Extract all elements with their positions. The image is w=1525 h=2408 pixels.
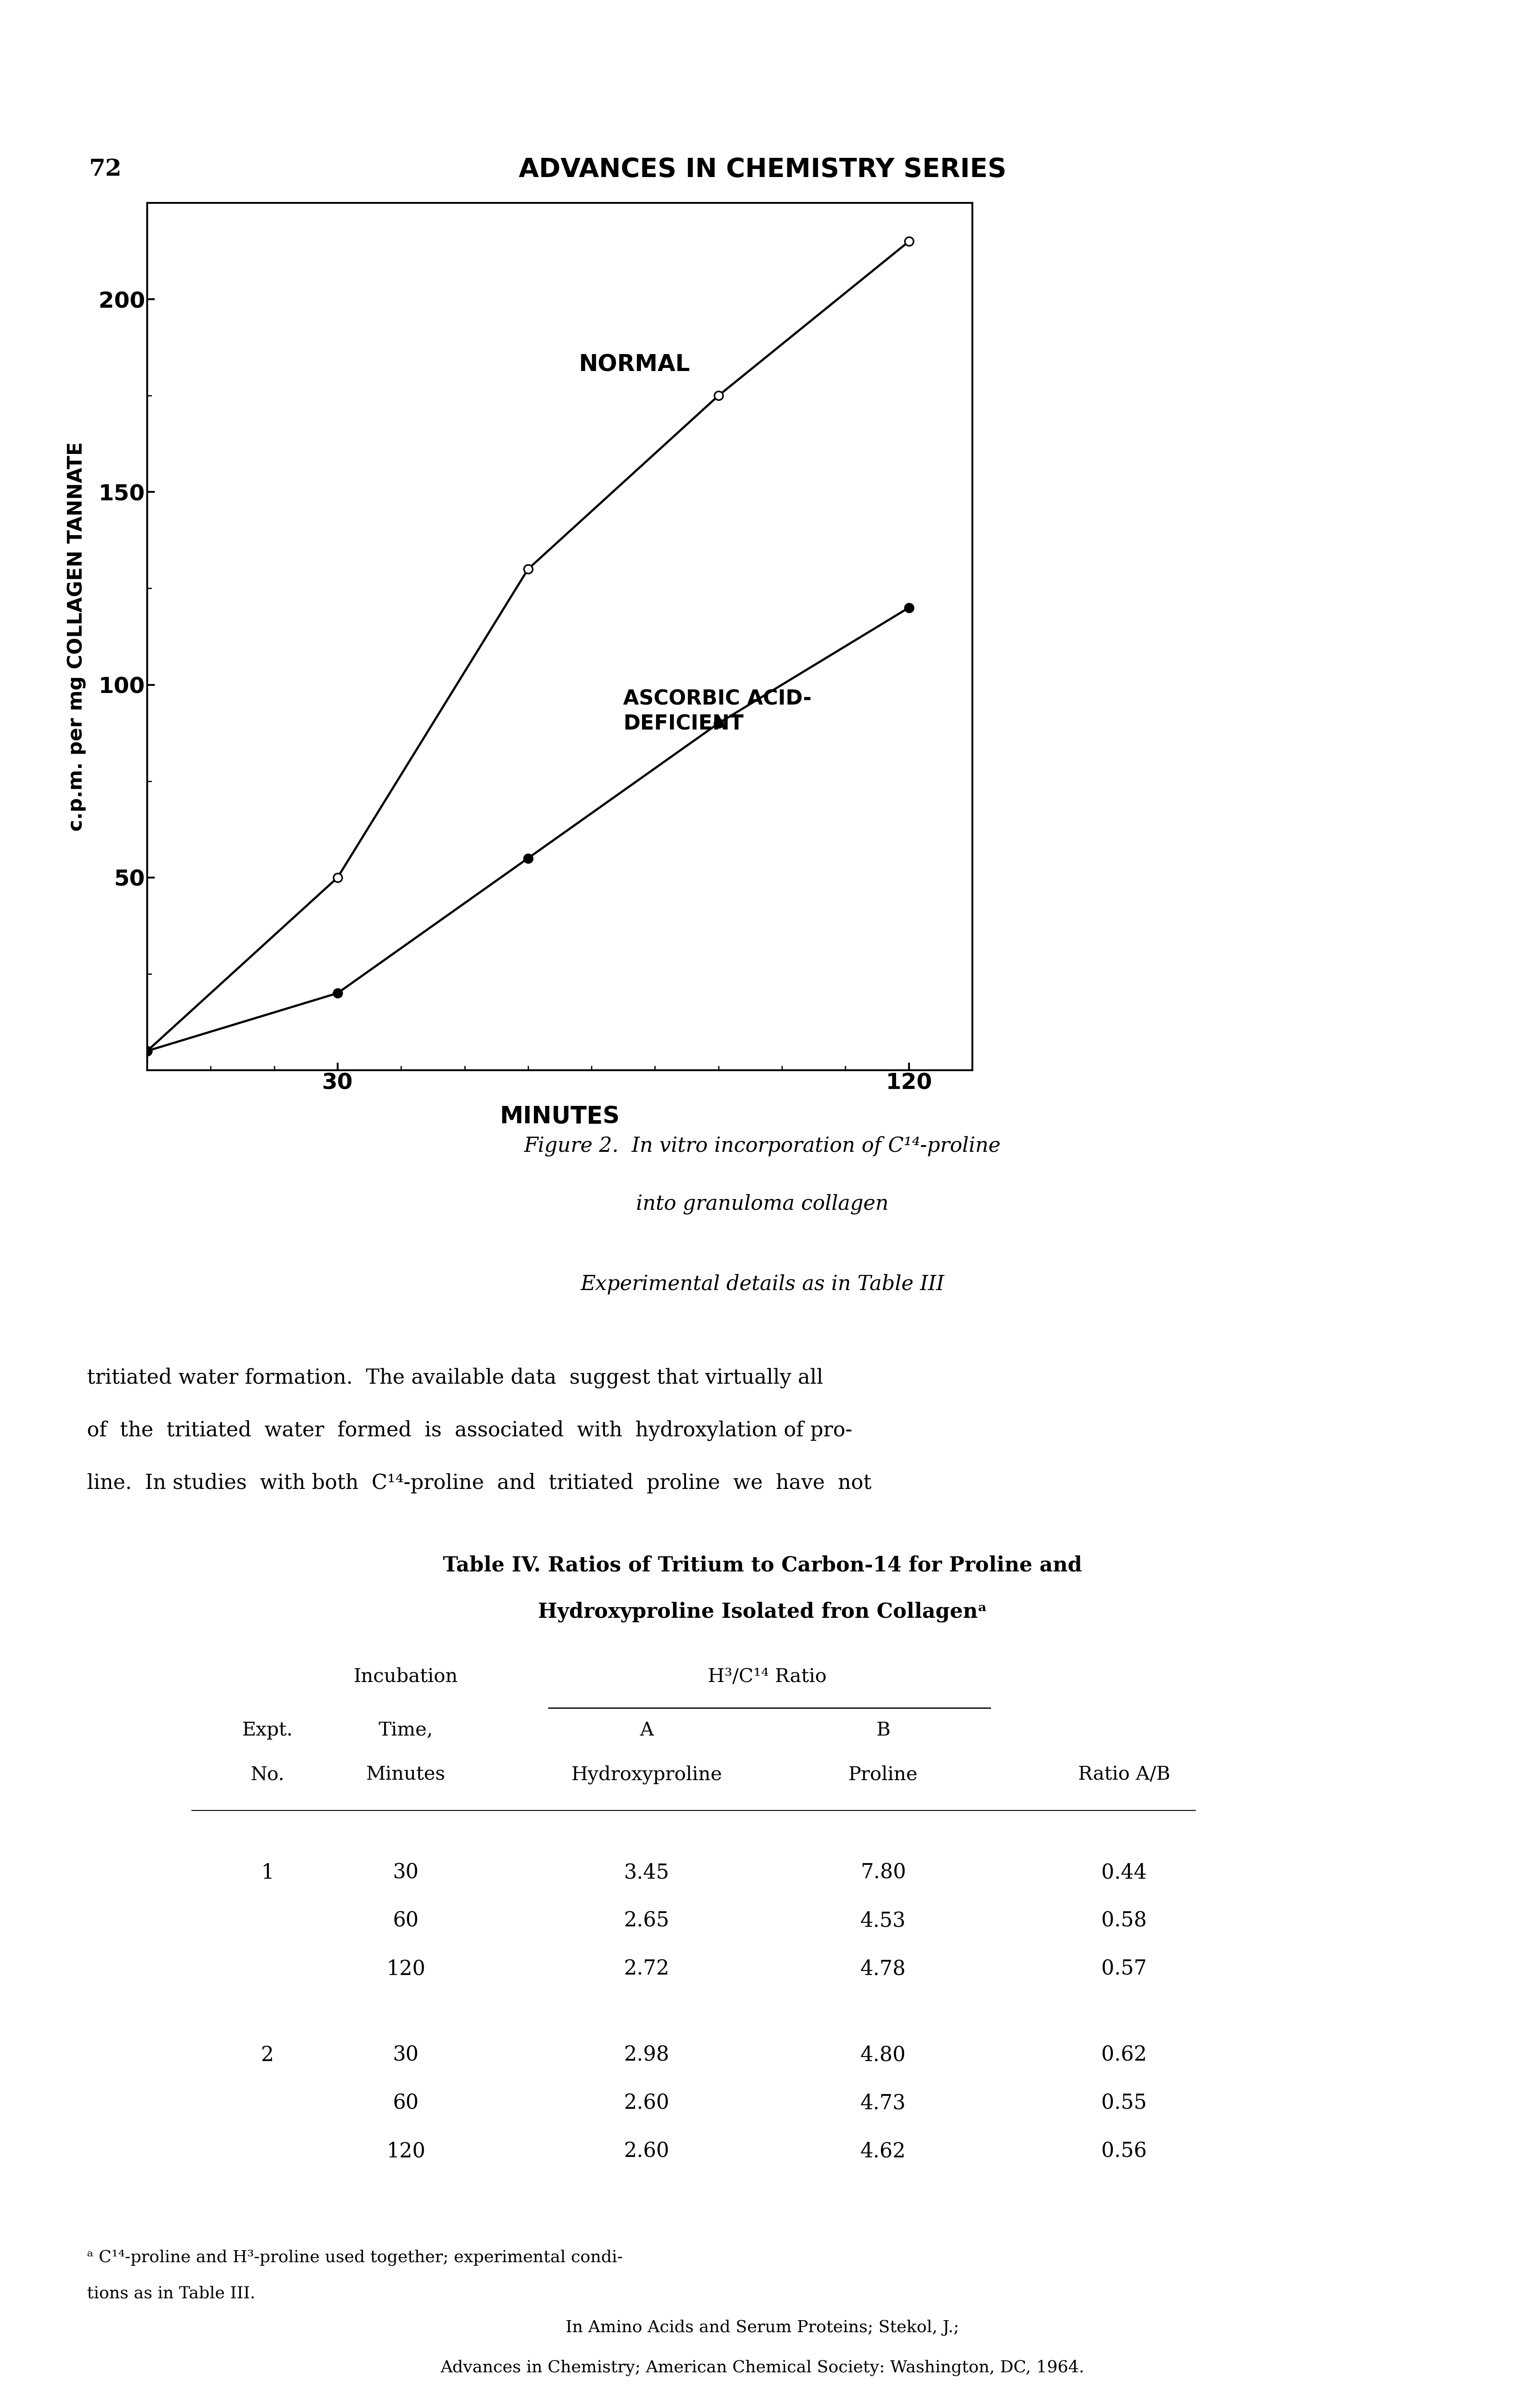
- Text: 7.80: 7.80: [860, 1864, 906, 1883]
- Text: tions as in Table III.: tions as in Table III.: [87, 2285, 255, 2302]
- Text: 2.60: 2.60: [624, 2141, 669, 2162]
- Text: 2.65: 2.65: [624, 1912, 669, 1931]
- Text: Expt.: Expt.: [242, 1722, 293, 1739]
- Text: 0.58: 0.58: [1101, 1912, 1147, 1931]
- Text: 0.62: 0.62: [1101, 2044, 1147, 2066]
- Text: 0.44: 0.44: [1101, 1864, 1147, 1883]
- Text: H³/C¹⁴ Ratio: H³/C¹⁴ Ratio: [708, 1666, 827, 1686]
- Text: 72: 72: [88, 159, 122, 181]
- Text: In Amino Acids and Serum Proteins; Stekol, J.;: In Amino Acids and Serum Proteins; Steko…: [566, 2319, 959, 2336]
- Text: 4.80: 4.80: [860, 2044, 906, 2066]
- Text: 4.62: 4.62: [860, 2141, 906, 2162]
- Text: Figure 2.  In vitro incorporation of C¹⁴-proline: Figure 2. In vitro incorporation of C¹⁴-…: [525, 1137, 1000, 1156]
- Y-axis label: c.p.m. per mg COLLAGEN TANNATE: c.p.m. per mg COLLAGEN TANNATE: [67, 441, 85, 831]
- Text: 0.56: 0.56: [1101, 2141, 1147, 2162]
- Text: Advances in Chemistry; American Chemical Society: Washington, DC, 1964.: Advances in Chemistry; American Chemical…: [441, 2360, 1084, 2377]
- Text: 0.55: 0.55: [1101, 2093, 1147, 2114]
- Text: B: B: [875, 1722, 891, 1739]
- Text: 3.45: 3.45: [624, 1864, 669, 1883]
- Text: A: A: [640, 1722, 654, 1739]
- Text: 2.72: 2.72: [624, 1960, 669, 1979]
- Text: 1: 1: [261, 1864, 274, 1883]
- Text: Incubation: Incubation: [354, 1666, 458, 1686]
- Text: Time,: Time,: [378, 1722, 433, 1739]
- Text: Hydroxyproline: Hydroxyproline: [572, 1765, 723, 1784]
- Text: 30: 30: [393, 1864, 419, 1883]
- Text: ᵃ C¹⁴-proline and H³-proline used together; experimental condi-: ᵃ C¹⁴-proline and H³-proline used togeth…: [87, 2249, 622, 2266]
- Text: of  the  tritiated  water  formed  is  associated  with  hydroxylation of pro-: of the tritiated water formed is associa…: [87, 1421, 852, 1440]
- Text: 60: 60: [393, 2093, 419, 2114]
- Text: ADVANCES IN CHEMISTRY SERIES: ADVANCES IN CHEMISTRY SERIES: [518, 157, 1006, 183]
- Text: ASCORBIC ACID-
DEFICIENT: ASCORBIC ACID- DEFICIENT: [624, 689, 811, 734]
- Text: tritiated water formation.  The available data  suggest that virtually all: tritiated water formation. The available…: [87, 1368, 824, 1389]
- Text: Minutes: Minutes: [366, 1765, 445, 1784]
- Text: 120: 120: [386, 2141, 425, 2162]
- Text: Experimental details as in Table III: Experimental details as in Table III: [581, 1274, 944, 1296]
- Text: 0.57: 0.57: [1101, 1960, 1147, 1979]
- Text: 60: 60: [393, 1912, 419, 1931]
- Text: 120: 120: [386, 1960, 425, 1979]
- Text: 2.60: 2.60: [624, 2093, 669, 2114]
- Text: into granuloma collagen: into granuloma collagen: [636, 1194, 889, 1214]
- Text: Hydroxyproline Isolated fron Collagenᵃ: Hydroxyproline Isolated fron Collagenᵃ: [538, 1601, 987, 1623]
- Text: 2: 2: [261, 2044, 274, 2066]
- Text: Proline: Proline: [848, 1765, 918, 1784]
- X-axis label: MINUTES: MINUTES: [500, 1105, 619, 1127]
- Text: NORMAL: NORMAL: [580, 354, 691, 376]
- Text: No.: No.: [250, 1765, 285, 1784]
- Text: 2.98: 2.98: [624, 2044, 669, 2066]
- Text: 4.73: 4.73: [860, 2093, 906, 2114]
- Text: 4.53: 4.53: [860, 1912, 906, 1931]
- Text: 4.78: 4.78: [860, 1960, 906, 1979]
- Text: line.  In studies  with both  C¹⁴-proline  and  tritiated  proline  we  have  no: line. In studies with both C¹⁴-proline a…: [87, 1474, 872, 1493]
- Text: 30: 30: [393, 2044, 419, 2066]
- Text: Table IV. Ratios of Tritium to Carbon-14 for Proline and: Table IV. Ratios of Tritium to Carbon-14…: [442, 1556, 1083, 1575]
- Text: Ratio A/B: Ratio A/B: [1078, 1765, 1170, 1784]
